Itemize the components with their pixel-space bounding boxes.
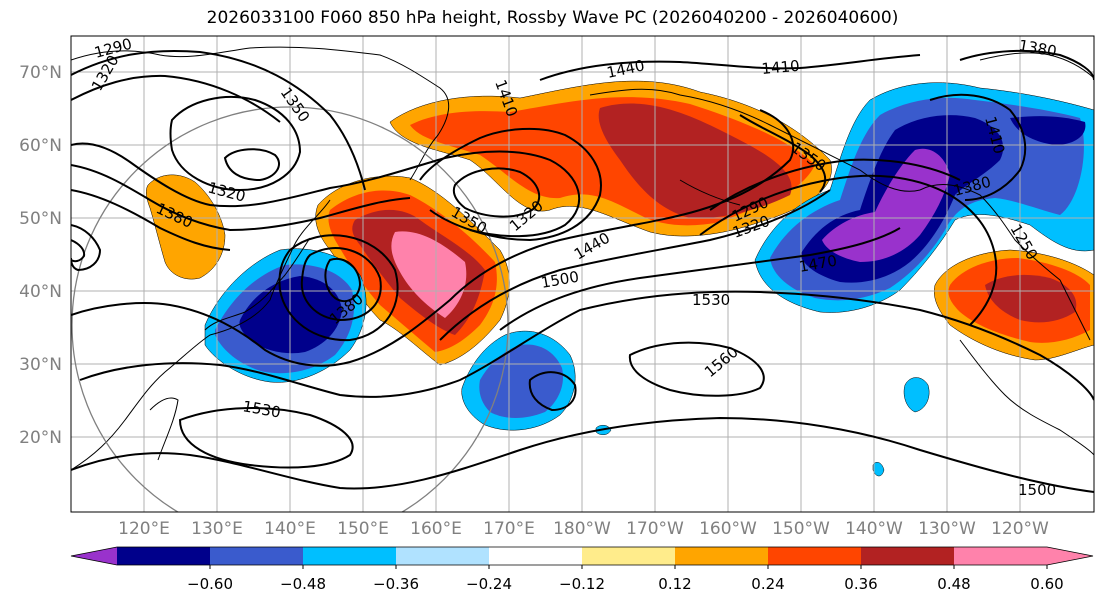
lon-label: 140°E: [264, 519, 316, 539]
colorbar-tick-label: −0.48: [280, 575, 326, 593]
lat-label: 60°N: [19, 136, 62, 156]
lat-label: 50°N: [19, 209, 62, 229]
colorbar-tick-label: 0.36: [844, 575, 877, 593]
contour-label: 1410: [761, 57, 801, 78]
colorbar-segment: [396, 547, 490, 565]
lon-label: 150°W: [772, 519, 830, 539]
lon-label: 130°E: [191, 519, 243, 539]
contour-label: 1530: [692, 291, 730, 309]
lon-label: 160°W: [699, 519, 757, 539]
colorbar-segment: [117, 547, 211, 565]
map-frame: [70, 35, 1095, 513]
colorbar-segment: [303, 547, 397, 565]
colorbar-segment: [861, 547, 955, 565]
height-contours: [71, 49, 1094, 493]
graticule: [71, 36, 1094, 512]
colorbar: −0.60 −0.48 −0.36 −0.24 −0.12 0.12 0.24 0.36 0.4…: [70, 546, 1094, 593]
colorbar-tick-label: −0.12: [559, 575, 605, 593]
colorbar-tick-label: −0.60: [187, 575, 233, 593]
colorbar-segment: [210, 547, 304, 565]
colorbar-segment: [954, 547, 1048, 565]
latitude-labels: 70°N 60°N 50°N 40°N 30°N 20°N: [19, 63, 62, 448]
colorbar-extend-high: [1047, 547, 1093, 565]
lat-label: 20°N: [19, 428, 62, 448]
colorbar-segment: [489, 547, 583, 565]
lat-label: 40°N: [19, 282, 62, 302]
anomaly-fields: [146, 80, 1094, 477]
colorbar-tick-label: 0.60: [1030, 575, 1063, 593]
colorbar-extend-low: [71, 547, 117, 565]
lon-label: 170°W: [626, 519, 684, 539]
colorbar-tick-label: 0.48: [937, 575, 970, 593]
colorbar-outline: [70, 546, 1094, 566]
colorbar-segment: [675, 547, 769, 565]
lon-label: 120°W: [991, 519, 1049, 539]
map-title: 2026033100 F060 850 hPa height, Rossby W…: [206, 8, 899, 28]
lat-label: 30°N: [19, 355, 62, 375]
colorbar-tick-label: 0.12: [658, 575, 691, 593]
colorbar-tick-label: −0.36: [373, 575, 419, 593]
lon-label: 130°W: [918, 519, 976, 539]
contour-label: 1500: [1018, 481, 1056, 499]
colorbar-tick-label: −0.24: [466, 575, 512, 593]
lon-label: 120°E: [118, 519, 170, 539]
colorbar-segment: [582, 547, 676, 565]
coastlines: [71, 46, 1094, 471]
lon-label: 160°E: [410, 519, 462, 539]
positive-anomaly-asia: [146, 174, 226, 280]
lon-label: 140°W: [845, 519, 903, 539]
lon-label: 180°W: [553, 519, 611, 539]
lon-label: 170°E: [483, 519, 535, 539]
longitude-labels: 120°E 130°E 140°E 150°E 160°E 170°E 180°…: [118, 519, 1049, 539]
colorbar-tick-label: 0.24: [751, 575, 784, 593]
lon-label: 150°E: [337, 519, 389, 539]
lat-label: 70°N: [19, 63, 62, 83]
colorbar-segment: [768, 547, 862, 565]
